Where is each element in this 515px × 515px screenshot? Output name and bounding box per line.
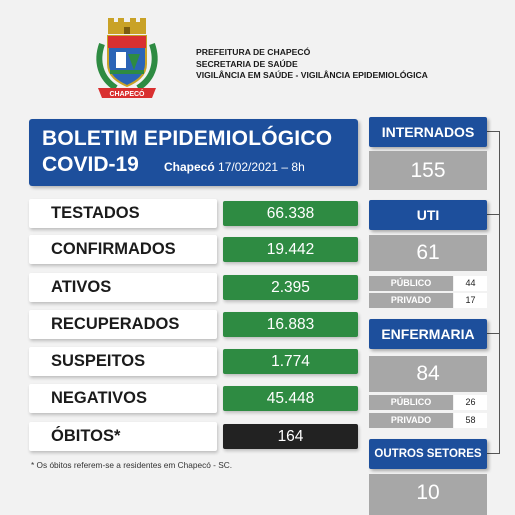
org-line-prefeitura: PREFEITURA DE CHAPECÓ bbox=[196, 47, 311, 57]
organization-header: PREFEITURA DE CHAPECÓ SECRETARIA DE SAÚD… bbox=[196, 47, 428, 82]
org-line-vigilancia: VIGILÂNCIA EM SAÚDE - VIGILÂNCIA EPIDEMI… bbox=[196, 70, 428, 81]
stat-row-obitos: ÓBITOS* 164 bbox=[29, 422, 358, 451]
stat-value: 164 bbox=[223, 424, 358, 449]
stat-label: RECUPERADOS bbox=[29, 310, 217, 339]
stat-row-ativos: ATIVOS 2.395 bbox=[29, 273, 358, 302]
stat-label: TESTADOS bbox=[29, 199, 217, 228]
stat-value: 66.338 bbox=[223, 201, 358, 226]
org-line-secretaria: SECRETARIA DE SAÚDE bbox=[196, 58, 298, 69]
uti-value: 61 bbox=[369, 235, 487, 271]
internados-value: 155 bbox=[369, 151, 487, 190]
stat-value: 45.448 bbox=[223, 386, 358, 411]
stat-label: CONFIRMADOS bbox=[29, 235, 217, 264]
stat-value: 1.774 bbox=[223, 349, 358, 374]
bulletin-title-panel: BOLETIM EPIDEMIOLÓGICO COVID-19 Chapecó … bbox=[29, 119, 358, 186]
uti-publico-label: PÚBLICO bbox=[369, 276, 453, 291]
connector-bracket-outros bbox=[487, 131, 500, 454]
bulletin-date: Chapecó 17/02/2021 – 8h bbox=[164, 160, 305, 174]
city-crest-icon: CHAPECÓ bbox=[96, 18, 158, 98]
stat-label: ATIVOS bbox=[29, 273, 217, 302]
bulletin-title: BOLETIM EPIDEMIOLÓGICO bbox=[42, 127, 333, 150]
enfermaria-publico-label: PÚBLICO bbox=[369, 395, 453, 410]
stat-row-negativos: NEGATIVOS 45.448 bbox=[29, 384, 358, 413]
enfermaria-header: ENFERMARIA bbox=[369, 319, 487, 349]
enfermaria-value: 84 bbox=[369, 356, 487, 392]
stat-row-testados: TESTADOS 66.338 bbox=[29, 199, 358, 228]
stat-value: 19.442 bbox=[223, 237, 358, 262]
outros-setores-header: OUTROS SETORES bbox=[369, 439, 487, 469]
stat-value: 16.883 bbox=[223, 312, 358, 337]
enfermaria-publico-value: 26 bbox=[454, 395, 487, 410]
crest-ribbon-text: CHAPECÓ bbox=[109, 89, 145, 98]
enfermaria-privado-label: PRIVADO bbox=[369, 413, 453, 428]
uti-privado-value: 17 bbox=[454, 293, 487, 308]
enfermaria-privado-row: PRIVADO 58 bbox=[369, 413, 487, 428]
enfermaria-publico-row: PÚBLICO 26 bbox=[369, 395, 487, 410]
obitos-footnote: * Os óbitos referem-se a residentes em C… bbox=[31, 460, 233, 470]
stat-row-recuperados: RECUPERADOS 16.883 bbox=[29, 310, 358, 339]
outros-setores-value: 10 bbox=[369, 474, 487, 515]
stat-row-suspeitos: SUSPEITOS 1.774 bbox=[29, 347, 358, 376]
enfermaria-privado-value: 58 bbox=[454, 413, 487, 428]
stat-value: 2.395 bbox=[223, 275, 358, 300]
bulletin-subtitle: COVID-19 bbox=[42, 153, 139, 176]
stat-row-confirmados: CONFIRMADOS 19.442 bbox=[29, 235, 358, 264]
stat-label: ÓBITOS* bbox=[29, 422, 217, 451]
stat-label: SUSPEITOS bbox=[29, 347, 217, 376]
stat-label: NEGATIVOS bbox=[29, 384, 217, 413]
uti-privado-row: PRIVADO 17 bbox=[369, 293, 487, 308]
uti-publico-value: 44 bbox=[454, 276, 487, 291]
internados-header: INTERNADOS bbox=[369, 117, 487, 147]
uti-publico-row: PÚBLICO 44 bbox=[369, 276, 487, 291]
bulletin-date-value: 17/02/2021 – 8h bbox=[218, 160, 305, 174]
bulletin-city: Chapecó bbox=[164, 160, 215, 174]
uti-privado-label: PRIVADO bbox=[369, 293, 453, 308]
uti-header: UTI bbox=[369, 200, 487, 230]
